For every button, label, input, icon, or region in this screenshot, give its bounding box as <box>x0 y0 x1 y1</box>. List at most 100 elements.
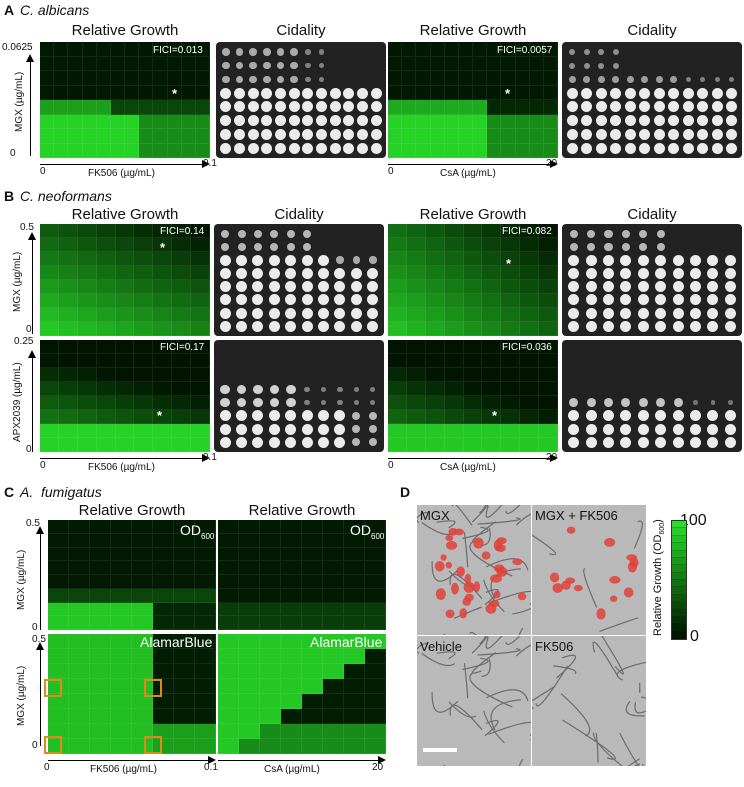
plate-spot <box>328 141 342 155</box>
hypha <box>469 631 477 635</box>
heatmap-cell <box>96 354 116 368</box>
heatmap-cell <box>90 616 111 630</box>
plate-spot <box>217 409 233 422</box>
heatmap-cell <box>181 42 196 57</box>
heatmap-cell <box>191 224 210 238</box>
colony <box>668 128 680 140</box>
heatmap-cell <box>110 42 125 57</box>
heatmap-cell <box>444 100 459 115</box>
plate-spot <box>274 59 288 73</box>
plate-spot <box>342 141 356 155</box>
colony <box>707 254 719 266</box>
heatmap-cell <box>132 520 153 534</box>
plate-spot <box>687 240 704 253</box>
plate-spot <box>565 128 580 142</box>
heatmap-cell <box>515 114 530 129</box>
heatmap-cell <box>543 56 558 71</box>
heatmap-cell <box>365 616 386 630</box>
heatmap-cell <box>520 424 540 438</box>
plate-spot <box>652 356 669 369</box>
plate-spot <box>681 128 696 142</box>
heatmap-cell <box>388 114 403 129</box>
colony <box>367 294 379 306</box>
plate-spot <box>635 383 652 396</box>
heatmap-cell <box>344 561 365 575</box>
stained-cell <box>609 575 621 584</box>
heatmap-cell <box>473 114 488 129</box>
heatmap-cell <box>239 634 260 649</box>
plate-spot <box>301 86 315 100</box>
heatmap-cell <box>195 547 216 562</box>
plate-spot <box>652 396 669 409</box>
heatmap-cell <box>501 238 521 252</box>
colony <box>343 115 355 127</box>
heatmap-cell <box>153 533 174 548</box>
plate-spot <box>315 240 331 253</box>
colony <box>585 410 597 422</box>
colony <box>598 48 605 55</box>
heatmap-cell <box>153 575 174 589</box>
heatmap-cell <box>153 354 173 368</box>
panel-c-x2-axis <box>218 760 378 761</box>
stained-cell <box>512 558 523 566</box>
colony <box>602 281 614 293</box>
plate-spot <box>565 100 580 114</box>
plate-spot <box>704 356 721 369</box>
heatmap-cell <box>96 266 116 280</box>
plate-spot <box>246 141 260 155</box>
panel-a-y-top: 0.0625 <box>2 42 33 53</box>
heatmap-cell <box>539 280 558 294</box>
plate-spot <box>332 227 348 240</box>
colony <box>569 62 576 69</box>
colony <box>672 307 684 319</box>
colony <box>724 320 736 332</box>
plate-spot <box>233 423 249 436</box>
heatmap-cell <box>239 588 260 603</box>
heatmap-cell <box>529 71 544 86</box>
heatmap-cell <box>153 664 174 679</box>
plate-spot <box>565 320 582 333</box>
plate-spot <box>348 280 364 293</box>
plate-spot <box>652 436 669 449</box>
heatmap-cell <box>195 724 216 739</box>
plate-spot <box>652 383 669 396</box>
heatmap-cell <box>302 547 323 562</box>
heatmap-cell <box>58 354 78 368</box>
plate-spot <box>246 45 260 59</box>
heatmap-cell <box>463 294 483 308</box>
plate-spot <box>299 293 315 306</box>
heatmap-cell <box>96 224 116 238</box>
heatmap-cell <box>539 424 558 438</box>
colony <box>367 320 379 332</box>
heatmap-cell <box>40 100 55 115</box>
colony <box>263 48 271 56</box>
plate-spot <box>667 73 682 87</box>
panel-b-y1-bot: 0 <box>26 324 32 335</box>
colony <box>268 423 280 435</box>
heatmap-c-od-fk506 <box>48 520 216 630</box>
heatmap-cell <box>323 561 344 575</box>
plate-spot <box>274 128 288 142</box>
heatmap-cell <box>218 649 239 664</box>
heatmap-c-alamar-fk506 <box>48 634 216 754</box>
colony <box>581 87 593 99</box>
plate-b-mgx-fk506 <box>214 224 384 336</box>
heatmap-cell <box>539 308 558 322</box>
heatmap-cell <box>281 664 302 679</box>
heatmap-cell <box>134 368 154 382</box>
heatmap-cell <box>482 308 502 322</box>
hypha <box>532 706 534 710</box>
heatmap-cell <box>430 56 445 71</box>
plate-spot <box>348 396 364 409</box>
plate-spot <box>617 227 634 240</box>
colony <box>329 128 341 140</box>
colony <box>237 229 246 238</box>
heatmap-cell <box>69 634 90 649</box>
heatmap-cell <box>132 739 153 754</box>
colony <box>318 307 330 319</box>
plate-spot <box>635 343 652 356</box>
plate-spot <box>233 396 249 409</box>
plate-spot <box>342 114 356 128</box>
heatmap-cell <box>482 438 502 452</box>
colony <box>268 320 280 332</box>
